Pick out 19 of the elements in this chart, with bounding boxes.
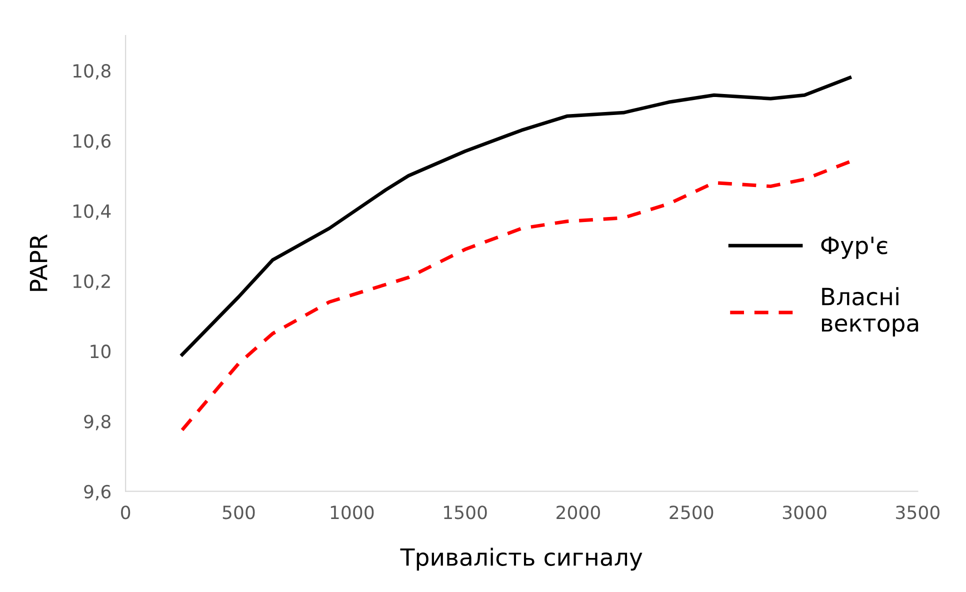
x-tick-label: 0 [121, 506, 130, 520]
y-tick-label: 10 [90, 344, 110, 358]
legend-label: Фур'є [821, 236, 888, 259]
y-tick-label: 9,8 [84, 414, 110, 430]
y-tick-label: 9,6 [84, 484, 111, 500]
x-tick-label: 2500 [670, 506, 714, 520]
y-tick-label: 10,8 [73, 64, 110, 80]
x-tick-label: 500 [222, 506, 255, 520]
legend-label: Власні вектора [822, 287, 918, 336]
y-axis-title: PAPR [30, 234, 48, 291]
x-tick-label: 1000 [330, 506, 374, 520]
x-tick-label: 3500 [896, 506, 940, 520]
x-axis-title: Тривалість сигналу [400, 548, 642, 571]
y-tick-label: 10,4 [73, 204, 111, 220]
x-tick-label: 1500 [444, 506, 487, 520]
x-tick-label: 2000 [556, 506, 600, 520]
y-tick-label: 10,2 [73, 274, 110, 290]
x-tick-label: 3000 [782, 506, 826, 520]
y-tick-label: 10,6 [73, 134, 111, 150]
